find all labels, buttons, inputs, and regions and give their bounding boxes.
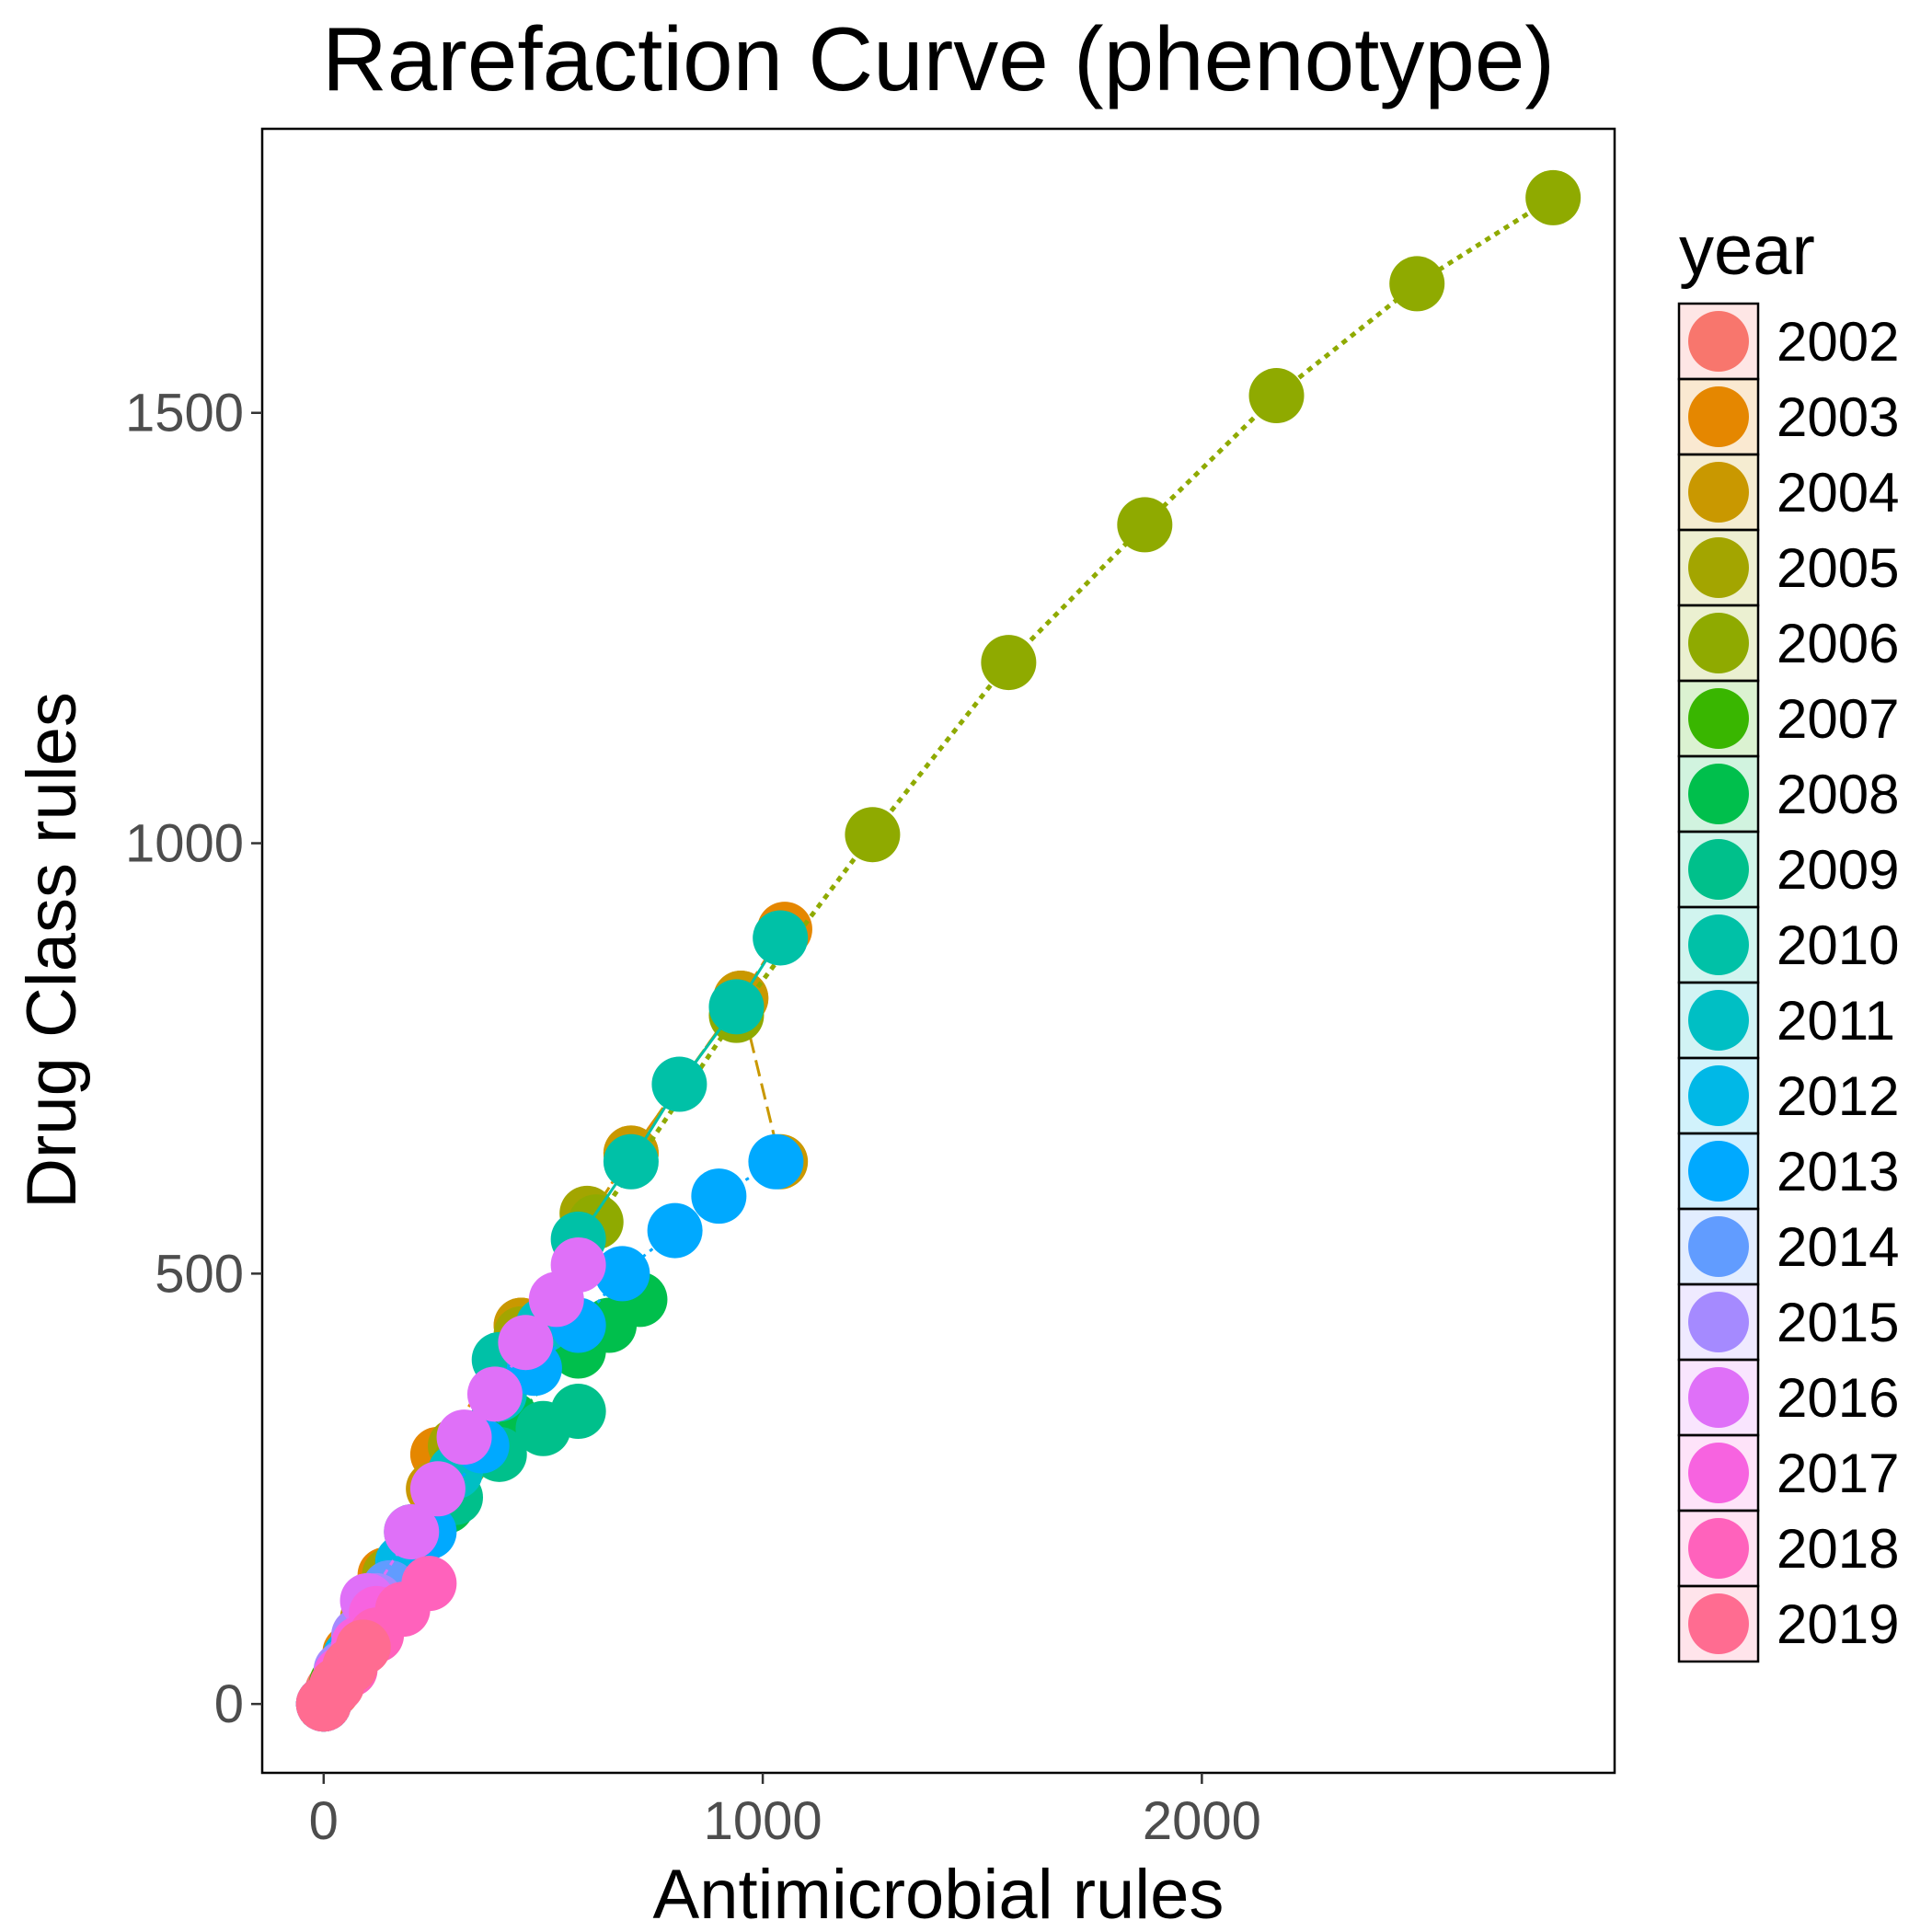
legend-label: 2018 (1777, 1518, 1899, 1580)
legend-item: 2011 (1677, 981, 1895, 1060)
y-axis-title: Drug Class rules (13, 692, 91, 1209)
legend-swatch (1688, 1141, 1749, 1202)
legend-item: 2004 (1677, 453, 1899, 532)
data-point (1525, 169, 1581, 225)
x-axis: 0 1000 2000 (309, 1773, 1261, 1851)
legend-label: 2011 (1777, 990, 1895, 1052)
legend-label: 2019 (1777, 1593, 1899, 1655)
legend-item: 2019 (1677, 1584, 1899, 1663)
legend-label: 2013 (1777, 1141, 1899, 1202)
y-tick-label: 0 (214, 1674, 244, 1734)
legend-item: 2014 (1677, 1207, 1899, 1286)
legend-item: 2010 (1677, 905, 1899, 984)
legend-item: 2013 (1677, 1132, 1899, 1211)
data-point (1248, 368, 1305, 424)
legend: year 2002 2003 2004 2005 2006 2007 2008 2009 201… (1677, 212, 1899, 1663)
x-tick-label: 1000 (704, 1791, 822, 1851)
legend-swatch (1688, 1367, 1749, 1428)
legend-item: 2003 (1677, 377, 1899, 456)
legend-label: 2007 (1777, 688, 1899, 750)
data-point (384, 1504, 440, 1560)
legend-swatch (1688, 688, 1749, 749)
data-point (753, 910, 809, 966)
legend-label: 2012 (1777, 1065, 1899, 1127)
legend-swatch (1688, 914, 1749, 975)
data-point (1389, 256, 1445, 312)
y-axis: 0 500 1000 1500 (125, 384, 262, 1734)
legend-label: 2006 (1777, 613, 1899, 674)
data-point (603, 1133, 659, 1190)
y-tick-label: 1500 (125, 384, 244, 443)
legend-swatch (1688, 839, 1749, 900)
legend-swatch (1688, 1216, 1749, 1277)
legend-swatch (1688, 1443, 1749, 1503)
legend-swatch (1688, 1292, 1749, 1352)
legend-label: 2002 (1777, 311, 1899, 373)
legend-label: 2016 (1777, 1367, 1899, 1429)
legend-swatch (1688, 613, 1749, 673)
legend-item: 2009 (1677, 830, 1899, 909)
data-point (647, 1202, 703, 1259)
legend-label: 2017 (1777, 1443, 1899, 1504)
legend-swatch (1688, 311, 1749, 372)
legend-item: 2008 (1677, 754, 1899, 834)
legend-title: year (1679, 212, 1815, 290)
data-point (498, 1315, 554, 1371)
x-tick-label: 0 (309, 1791, 339, 1851)
legend-item: 2002 (1677, 302, 1899, 381)
legend-item: 2018 (1677, 1509, 1899, 1588)
legend-item: 2012 (1677, 1056, 1899, 1135)
data-point (409, 1461, 466, 1517)
x-axis-title: Antimicrobial rules (653, 1856, 1225, 1932)
legend-swatch (1688, 764, 1749, 824)
series-line (321, 195, 1555, 1706)
legend-label: 2004 (1777, 462, 1899, 523)
chart-title: Rarefaction Curve (phenotype) (322, 8, 1555, 109)
legend-label: 2009 (1777, 839, 1899, 901)
data-point (691, 1168, 747, 1225)
data-point (748, 1133, 804, 1190)
legend-swatch (1688, 1593, 1749, 1654)
data-point (981, 635, 1037, 691)
legend-item: 2017 (1677, 1433, 1899, 1512)
legend-item: 2016 (1677, 1358, 1899, 1437)
legend-label: 2010 (1777, 914, 1899, 976)
legend-item: 2015 (1677, 1282, 1899, 1362)
data-point (594, 1246, 650, 1302)
legend-item: 2007 (1677, 679, 1899, 758)
data-layer (295, 169, 1581, 1732)
legend-item: 2005 (1677, 528, 1899, 607)
data-point (1117, 497, 1173, 553)
series-2019 (295, 1619, 391, 1732)
legend-label: 2005 (1777, 537, 1899, 599)
y-tick-label: 1000 (125, 814, 244, 874)
x-tick-label: 2000 (1143, 1791, 1261, 1851)
data-point (335, 1619, 391, 1675)
legend-label: 2014 (1777, 1216, 1899, 1278)
legend-swatch (1688, 537, 1749, 598)
legend-swatch (1688, 990, 1749, 1051)
legend-label: 2003 (1777, 386, 1899, 448)
legend-swatch (1688, 462, 1749, 523)
plot-panel (260, 127, 1616, 1775)
legend-label: 2008 (1777, 764, 1899, 825)
legend-swatch (1688, 1065, 1749, 1126)
legend-swatch (1688, 386, 1749, 447)
legend-swatch (1688, 1518, 1749, 1579)
legend-item: 2006 (1677, 604, 1899, 683)
data-point (466, 1366, 523, 1422)
y-tick-label: 500 (155, 1244, 244, 1304)
data-point (845, 807, 901, 863)
data-point (436, 1409, 492, 1466)
data-point (550, 1236, 606, 1293)
data-point (651, 1056, 707, 1112)
data-point (401, 1556, 457, 1612)
legend-label: 2015 (1777, 1292, 1899, 1353)
data-point (550, 1384, 606, 1440)
data-point (708, 979, 765, 1035)
